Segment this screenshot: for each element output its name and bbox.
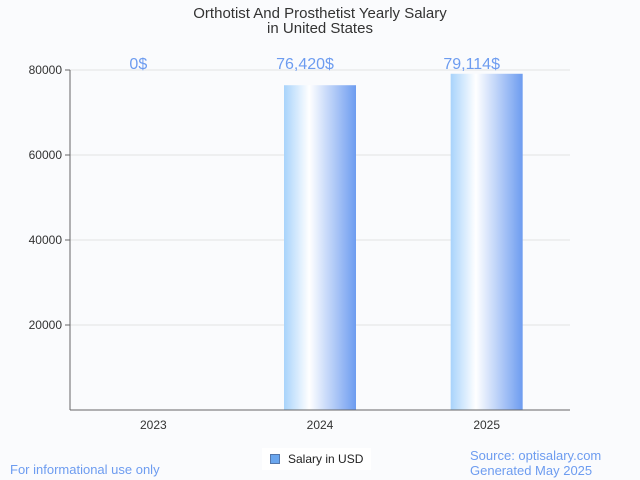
bar-2024 [284, 85, 356, 410]
x-tick-label: 2024 [307, 418, 334, 432]
legend-swatch [270, 454, 280, 464]
data-label: 76,420$ [276, 56, 334, 73]
y-tick-label: 40000 [29, 233, 63, 247]
x-tick-label: 2023 [140, 418, 167, 432]
source: Source: optisalary.com [470, 448, 602, 463]
data-label: 0$ [129, 56, 147, 73]
y-tick-label: 80000 [29, 63, 63, 77]
y-tick-label: 20000 [29, 318, 63, 332]
legend[interactable]: Salary in USD [262, 448, 372, 470]
disclaimer: For informational use only [10, 462, 160, 477]
legend-label: Salary in USD [288, 452, 364, 466]
bar-2025 [450, 73, 523, 410]
data-label: 79,114$ [443, 56, 500, 73]
generated-date: Generated May 2025 [470, 463, 593, 478]
y-tick-label: 60000 [29, 148, 63, 162]
x-tick-label: 2025 [473, 418, 500, 432]
chart-title: Orthotist And Prosthetist Yearly Salary [193, 5, 447, 22]
chart-subtitle: in United States [267, 20, 373, 37]
